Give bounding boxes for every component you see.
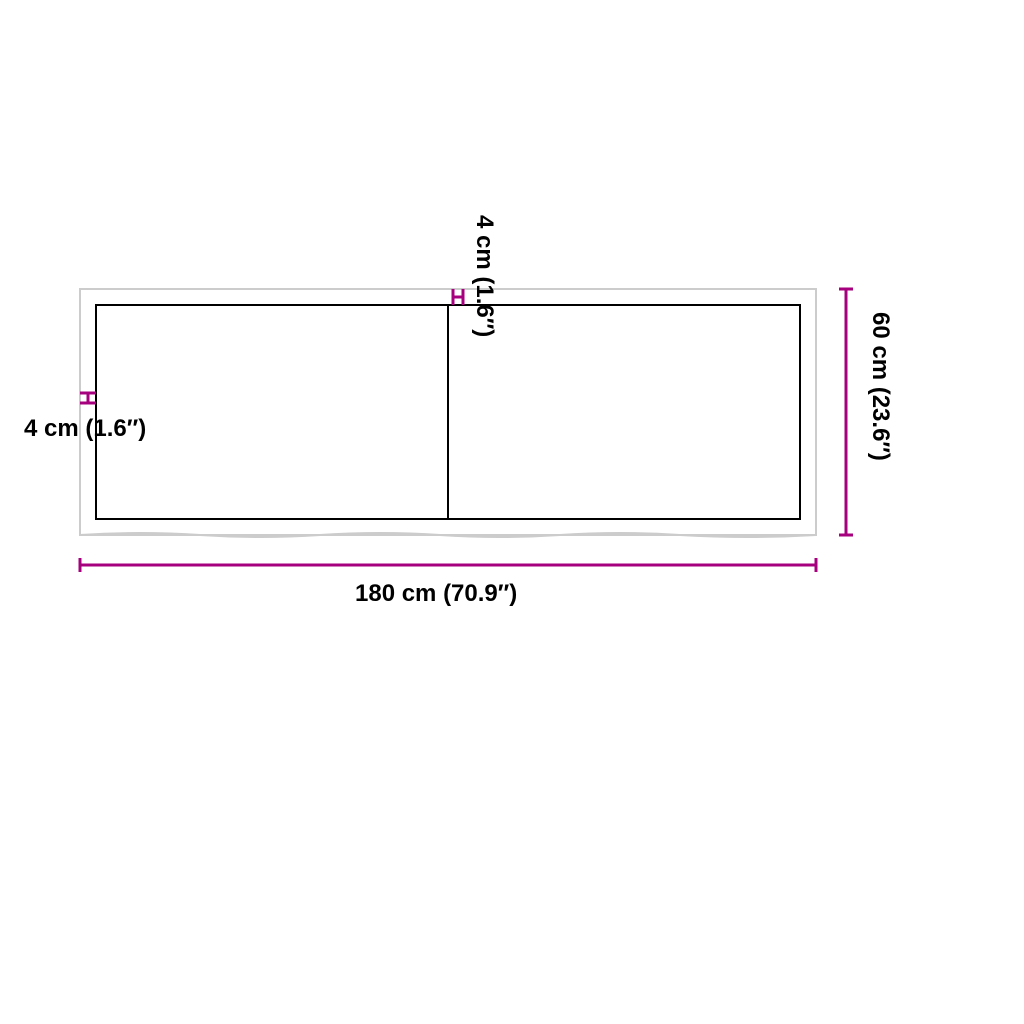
dim-width-label: 180 cm (70.9″) [355, 580, 517, 608]
dim-thickness-mid-label: 4 cm (1.6″) [470, 215, 498, 337]
dim-thickness-left-label: 4 cm (1.6″) [24, 415, 146, 443]
dim-height-label: 60 cm (23.6″) [866, 312, 894, 461]
dimension-drawing [0, 0, 1024, 1024]
